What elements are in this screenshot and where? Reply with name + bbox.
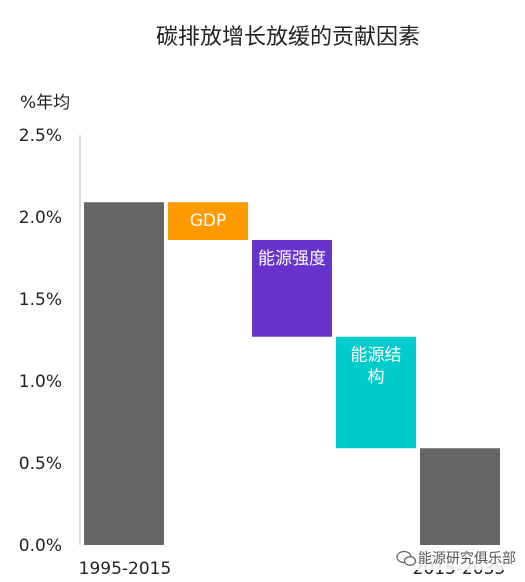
y-tick-label: 0.5%: [19, 454, 62, 474]
bar-total-0: [84, 202, 164, 546]
bar-total-4: [420, 448, 500, 545]
bar-delta-1: [168, 202, 248, 240]
wechat-icon: [396, 550, 417, 566]
y-tick-label: 1.5%: [19, 290, 62, 310]
bar-label: GDP: [190, 211, 227, 231]
bar-delta-3: [336, 336, 416, 449]
y-tick-label: 2.5%: [19, 126, 62, 146]
y-tick-label: 2.0%: [19, 208, 62, 228]
y-tick-label: 0.0%: [19, 536, 62, 556]
bar-delta-2: [252, 239, 332, 337]
watermark: 能源研究俱乐部: [394, 546, 522, 570]
bar-label: 能源强度: [258, 249, 326, 269]
y-axis-ticks: 0.0% 0.5% 1.0% 1.5% 2.0% 2.5%: [19, 126, 62, 556]
y-axis-unit-label: %年均: [20, 93, 70, 113]
watermark-text: 能源研究俱乐部: [418, 551, 516, 567]
bar-label: 能源结构: [351, 346, 402, 388]
category-label-start: 1995-2015: [79, 559, 172, 579]
chart-title: 碳排放增长放缓的贡献因素: [156, 25, 420, 50]
y-tick-label: 1.0%: [19, 372, 62, 392]
